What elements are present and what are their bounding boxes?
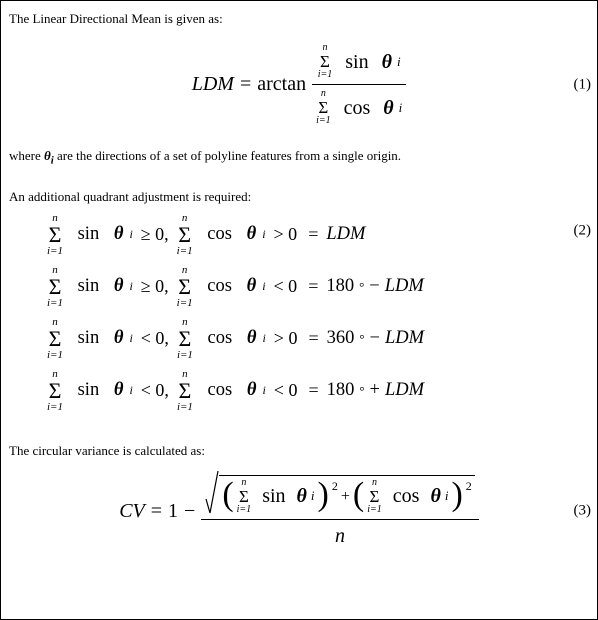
sum-operator: n Σ i=1 xyxy=(177,317,193,361)
eq1-den-arg: θ xyxy=(383,96,393,120)
equation-2: n Σ i=1 sin θi≥ 0, n Σ i=1 cos θi> 0 = L… xyxy=(9,213,589,413)
sum-operator: n Σ i=1 xyxy=(316,89,331,126)
eq3-fraction: ( n Σ i=1 sin θi )2 + ( xyxy=(201,473,478,550)
where-line: where θi are the directions of a set of … xyxy=(9,148,589,167)
sum-operator: n Σ i=1 xyxy=(47,265,63,309)
eq1-lhs: LDM xyxy=(192,73,234,96)
sqrt-operator: ( n Σ i=1 sin θi )2 + ( xyxy=(205,475,474,515)
eq1-den-fn: cos xyxy=(344,96,371,120)
eq2-number: (2) xyxy=(574,222,592,239)
sum-operator: n Σ i=1 xyxy=(318,43,333,80)
equation-1: LDM = arctan n Σ i=1 sin θi xyxy=(9,41,589,128)
eq1-num-arg: θ xyxy=(382,50,392,74)
eq1-fraction: n Σ i=1 sin θi n Σ i=1 xyxy=(312,41,406,128)
sum-operator: n Σ i=1 xyxy=(177,369,193,413)
quadrant-rule-row: n Σ i=1 sin θi≥ 0, n Σ i=1 cos θi> 0 = L… xyxy=(47,213,589,257)
eq3-denom: n xyxy=(335,524,345,548)
quadrant-rule-row: n Σ i=1 sin θi≥ 0, n Σ i=1 cos θi< 0 = 1… xyxy=(47,265,589,309)
eq1-number: (1) xyxy=(574,76,592,93)
sum-operator: n Σ i=1 xyxy=(47,213,63,257)
quadrant-rule-row: n Σ i=1 sin θi< 0, n Σ i=1 cos θi< 0 = 1… xyxy=(47,369,589,413)
sum-operator: n Σ i=1 xyxy=(47,369,63,413)
sum-operator: n Σ i=1 xyxy=(177,265,193,309)
sum-operator: n Σ i=1 xyxy=(237,478,252,515)
sum-operator: n Σ i=1 xyxy=(47,317,63,361)
intro-line-3: The circular variance is calculated as: xyxy=(9,443,589,459)
intro-line-2: An additional quadrant adjustment is req… xyxy=(9,189,589,205)
equation-3: CV = 1 − ( xyxy=(9,473,589,550)
intro-line-1: The Linear Directional Mean is given as: xyxy=(9,11,589,27)
sum-operator: n Σ i=1 xyxy=(367,478,382,515)
sum-operator: n Σ i=1 xyxy=(177,213,193,257)
quadrant-rule-row: n Σ i=1 sin θi< 0, n Σ i=1 cos θi> 0 = 3… xyxy=(47,317,589,361)
document-page: The Linear Directional Mean is given as:… xyxy=(0,0,598,620)
eq1-num-fn: sin xyxy=(345,50,368,74)
eq3-lhs: CV xyxy=(119,500,145,523)
eq3-number: (3) xyxy=(574,503,592,520)
eq1-equals: = xyxy=(240,73,251,96)
eq1-operator: arctan xyxy=(257,73,306,96)
